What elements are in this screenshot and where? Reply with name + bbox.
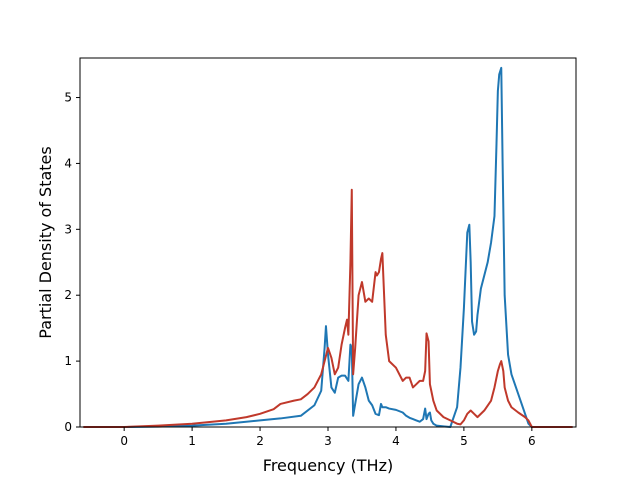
y-axis-label: Partial Density of States <box>36 146 55 338</box>
y-tick-label: 3 <box>64 222 72 236</box>
y-tick-label: 0 <box>64 420 72 434</box>
y-tick-label: 1 <box>64 354 72 368</box>
series-line-2 <box>83 188 573 428</box>
x-tick-label: 0 <box>120 434 128 448</box>
x-tick-label: 5 <box>460 434 468 448</box>
x-axis-label: Frequency (THz) <box>263 456 393 475</box>
x-tick-label: 4 <box>392 434 400 448</box>
y-tick-label: 5 <box>64 91 72 105</box>
x-tick-label: 3 <box>324 434 332 448</box>
x-tick-label: 1 <box>188 434 196 448</box>
y-tick-label: 2 <box>64 288 72 302</box>
axis-layer: 0 1 2 3 4 5 6 0 1 2 3 4 5 <box>64 91 535 448</box>
series-line-1 <box>83 66 573 428</box>
series-layer <box>83 66 573 428</box>
x-tick-label: 6 <box>528 434 536 448</box>
y-tick-label: 4 <box>64 156 72 170</box>
x-tick-label: 2 <box>256 434 264 448</box>
